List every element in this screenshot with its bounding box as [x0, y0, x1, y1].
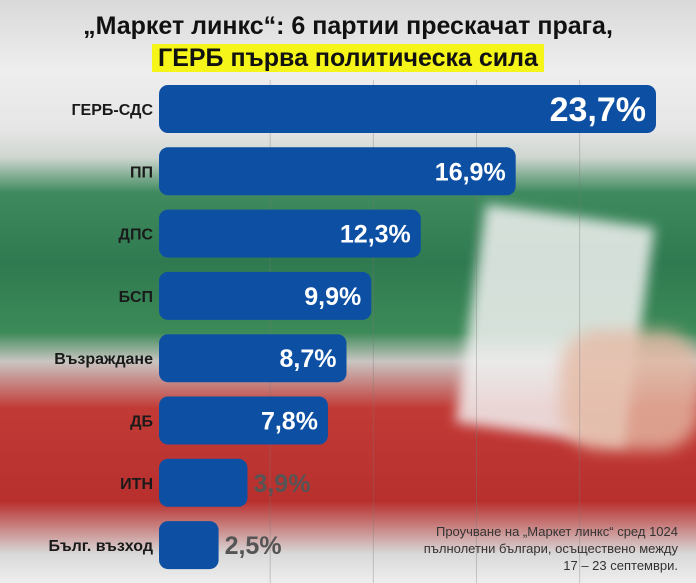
chart-title: „Маркет линкс“: 6 партии прескачат прага…: [0, 10, 696, 74]
value-label: 2,5%: [225, 532, 282, 560]
bar: [159, 271, 372, 320]
bar: [159, 85, 656, 133]
category-label: ДПС: [119, 227, 154, 244]
bar: [159, 521, 219, 570]
bar: [159, 209, 421, 258]
value-label: 3,9%: [253, 470, 310, 498]
category-label: ДБ: [130, 414, 153, 431]
category-label: БСП: [119, 289, 153, 306]
category-label: Бълг. възход: [48, 538, 153, 555]
note-line: пълнолетни българи, осъществено между: [423, 541, 678, 556]
title-line2-highlight: ГЕРБ първа политическа сила: [152, 44, 544, 72]
category-label: ПП: [130, 164, 153, 181]
value-label: 8,7%: [280, 345, 337, 373]
value-label: 7,8%: [261, 408, 318, 436]
note-line: 17 – 23 септември.: [563, 558, 678, 573]
value-label: 9,9%: [304, 283, 361, 311]
value-label: 12,3%: [340, 221, 411, 249]
bar: [159, 458, 248, 507]
category-label: Възраждане: [54, 351, 153, 368]
category-label: ИТН: [120, 476, 153, 493]
note-line: Проучване на „Маркет линкс“ сред 1024: [435, 524, 678, 539]
source-note: Проучване на „Маркет линкс“ сред 1024 пъ…: [424, 523, 678, 574]
hand-bg: [560, 330, 696, 450]
bar: [159, 147, 516, 196]
bar: [159, 334, 347, 383]
bar: [159, 396, 328, 445]
value-label: 16,9%: [435, 158, 506, 186]
value-label: 23,7%: [550, 91, 646, 129]
title-line1: „Маркет линкс“: 6 партии прескачат прага…: [83, 12, 613, 40]
category-label: ГЕРБ-СДС: [71, 102, 153, 119]
